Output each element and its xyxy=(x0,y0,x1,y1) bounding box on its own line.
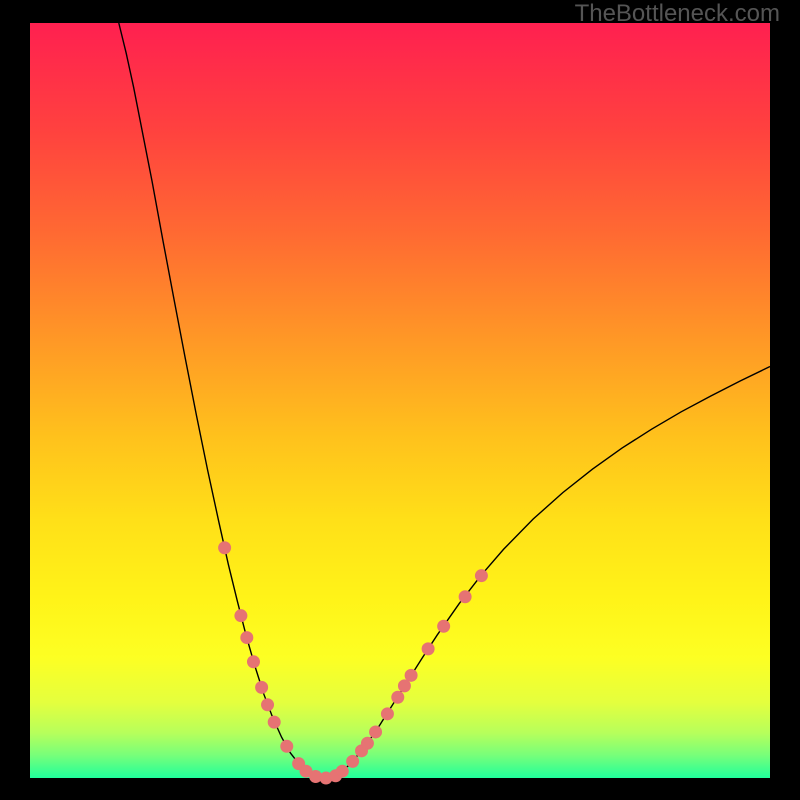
data-marker xyxy=(281,740,293,752)
data-marker xyxy=(459,591,471,603)
bottleneck-curve xyxy=(119,23,770,778)
data-marker xyxy=(262,699,274,711)
data-marker xyxy=(219,542,231,554)
watermark-text: TheBottleneck.com xyxy=(575,0,780,28)
data-marker xyxy=(405,669,417,681)
data-marker xyxy=(361,737,373,749)
data-marker xyxy=(475,570,487,582)
outer-frame: TheBottleneck.com xyxy=(0,0,800,800)
data-marker xyxy=(347,755,359,767)
chart-svg xyxy=(30,23,770,778)
data-marker xyxy=(438,620,450,632)
data-marker xyxy=(235,610,247,622)
data-marker xyxy=(336,765,348,777)
data-marker xyxy=(370,726,382,738)
chart-plot-area xyxy=(30,23,770,778)
data-marker xyxy=(381,708,393,720)
data-marker xyxy=(247,656,259,668)
data-marker xyxy=(268,716,280,728)
data-marker xyxy=(422,643,434,655)
data-marker xyxy=(392,691,404,703)
data-marker xyxy=(256,681,268,693)
data-marker xyxy=(241,632,253,644)
data-marker xyxy=(398,680,410,692)
